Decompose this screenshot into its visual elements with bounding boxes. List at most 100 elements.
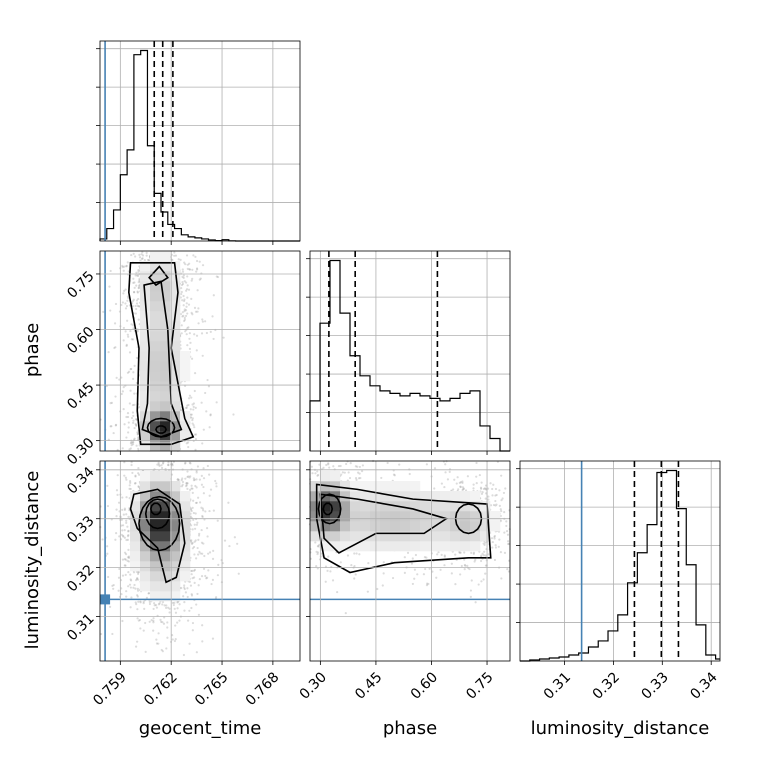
panel-geocent-time-vs-luminosity-distance-sample-point bbox=[205, 577, 208, 580]
panel-geocent-time-vs-luminosity-distance-sample-point bbox=[189, 488, 192, 491]
panel-phase-vs-luminosity-distance-sample-point bbox=[460, 564, 463, 568]
panel-phase-vs-luminosity-distance-sample-point bbox=[398, 463, 401, 466]
panel-geocent-time-vs-phase-sample-point bbox=[136, 274, 139, 277]
panel-geocent-time-vs-luminosity-distance-sample-point bbox=[215, 485, 218, 488]
panel-geocent-time-vs-phase-sample-point bbox=[180, 324, 183, 327]
panel-geocent-time-vs-luminosity-distance-density-cell bbox=[150, 471, 161, 482]
panel-geocent-time-vs-phase-sample-point bbox=[199, 277, 202, 280]
panel-geocent-time-vs-luminosity-distance-sample-point bbox=[195, 469, 198, 473]
panel-geocent-time-vs-luminosity-distance-sample-point bbox=[191, 528, 194, 531]
panel-geocent-time-vs-phase-sample-point bbox=[185, 442, 188, 445]
panel-geocent-time-vs-luminosity-distance-sample-point bbox=[138, 618, 142, 622]
panel-geocent-time-vs-luminosity-distance-sample-point bbox=[168, 611, 171, 614]
panel-phase-vs-luminosity-distance-density-cell bbox=[450, 511, 461, 522]
panel-phase-vs-luminosity-distance-sample-point bbox=[475, 482, 478, 485]
panel-geocent-time-vs-phase-sample-point bbox=[174, 254, 178, 257]
panel-geocent-time-vs-luminosity-distance-density-cell bbox=[130, 551, 141, 562]
panel-geocent-time-vs-phase-sample-point bbox=[126, 319, 129, 322]
panel-geocent-time-vs-phase-sample-point bbox=[207, 385, 211, 388]
panel-geocent-time-vs-luminosity-distance-density-cell bbox=[170, 591, 181, 602]
panel-phase-vs-luminosity-distance-density-cell bbox=[380, 501, 391, 512]
panel-geocent-time-vs-luminosity-distance-sample-point bbox=[161, 650, 164, 653]
panel-phase-vs-luminosity-distance-density-cell bbox=[420, 541, 431, 552]
panel-geocent-time-vs-phase-sample-point bbox=[114, 302, 118, 306]
panel-phase-vs-luminosity-distance-density-cell bbox=[400, 531, 411, 542]
panel-geocent-time-vs-phase-sample-point bbox=[140, 253, 143, 256]
panel-geocent-time-vs-luminosity-distance-density-cell bbox=[180, 561, 191, 572]
panel-geocent-time-vs-luminosity-distance-sample-point bbox=[116, 493, 119, 496]
panel-geocent-time-vs-phase-sample-point bbox=[193, 426, 196, 429]
panel-geocent-time-vs-luminosity-distance-sample-point bbox=[181, 477, 184, 480]
panel-phase-vs-luminosity-distance-sample-point bbox=[506, 567, 509, 571]
panel-geocent-time-vs-phase-sample-point bbox=[186, 267, 189, 271]
panel-phase-vs-luminosity-distance-sample-point bbox=[443, 485, 446, 489]
panel-geocent-time-vs-luminosity-distance-sample-point bbox=[155, 606, 159, 609]
panel-phase-vs-luminosity-distance-sample-point bbox=[327, 462, 330, 465]
panel-geocent-time-vs-luminosity-distance-sample-point bbox=[182, 595, 185, 598]
panel-geocent-time-vs-luminosity-distance-sample-point bbox=[143, 607, 146, 610]
panel-geocent-time-vs-phase-density-cell bbox=[150, 341, 161, 352]
panel-geocent-time-vs-luminosity-distance-sample-point bbox=[214, 479, 217, 483]
panel-geocent-time-vs-luminosity-distance-sample-point bbox=[191, 541, 194, 545]
panel-geocent-time-vs-luminosity-distance-sample-point bbox=[191, 506, 194, 509]
panel-geocent-time-vs-phase-sample-point bbox=[133, 286, 136, 289]
panel-geocent-time-vs-phase-sample-point bbox=[187, 441, 190, 444]
panel-geocent-time-vs-phase-sample-point bbox=[198, 278, 201, 281]
panel-geocent-time-vs-phase-sample-point bbox=[122, 339, 125, 342]
panel-geocent-time-vs-phase-sample-point bbox=[186, 312, 189, 315]
panel-phase-vs-luminosity-distance-sample-point bbox=[482, 578, 485, 581]
panel-geocent-time-vs-phase-sample-point bbox=[180, 408, 183, 411]
panel-phase-vs-luminosity-distance-sample-point bbox=[498, 504, 501, 507]
panel-geocent-time-vs-phase-sample-point bbox=[137, 436, 140, 439]
panel-phase-vs-luminosity-distance-density-cell bbox=[330, 501, 341, 512]
panel-geocent-time-vs-luminosity-distance-sample-point bbox=[135, 577, 139, 581]
panel-geocent-time-vs-phase-density-cell bbox=[180, 351, 191, 362]
panel-phase-vs-luminosity-distance-sample-point bbox=[454, 553, 457, 556]
panel-geocent-time-vs-phase-sample-point bbox=[146, 258, 150, 262]
panel-phase-vs-luminosity-distance-sample-point bbox=[315, 565, 318, 568]
panel-geocent-time-vs-luminosity-distance-density-cell bbox=[170, 511, 181, 522]
panel-geocent-time-vs-phase-density-cell bbox=[150, 441, 161, 452]
panel-phase-vs-luminosity-distance-sample-point bbox=[503, 511, 506, 514]
panel-phase-vs-luminosity-distance-sample-point bbox=[320, 552, 323, 555]
panel-geocent-time-vs-luminosity-distance-sample-point bbox=[195, 523, 198, 526]
panel-geocent-time-vs-luminosity-distance-sample-point bbox=[115, 508, 118, 511]
panel-geocent-time-vs-phase-density-cell bbox=[140, 321, 151, 332]
panel-geocent-time-vs-luminosity-distance-sample-point bbox=[136, 617, 139, 620]
panel-geocent-time-vs-phase-sample-point bbox=[121, 264, 124, 267]
panel-geocent-time-vs-luminosity-distance-sample-point bbox=[139, 601, 142, 604]
panel-geocent-time-vs-luminosity-distance-density-cell bbox=[130, 531, 141, 542]
panel-phase-vs-luminosity-distance-density-cell bbox=[410, 531, 421, 542]
panel-geocent-time-vs-luminosity-distance-sample-point bbox=[122, 513, 125, 516]
panel-phase-vs-luminosity-distance-sample-point bbox=[327, 555, 330, 558]
panel-phase-vs-luminosity-distance-density-cell bbox=[320, 531, 331, 542]
panel-geocent-time-vs-luminosity-distance-sample-point bbox=[190, 542, 194, 545]
panel-phase-vs-luminosity-distance-sample-point bbox=[391, 576, 395, 580]
panel-geocent-time-vs-phase-density-cell bbox=[160, 401, 171, 412]
panel-phase-vs-luminosity-distance-sample-point bbox=[366, 590, 369, 593]
panel-geocent-time-vs-luminosity-distance-sample-point bbox=[160, 648, 163, 652]
panel-phase-vs-luminosity-distance-sample-point bbox=[393, 474, 396, 477]
panel-geocent-time-vs-phase-sample-point bbox=[138, 279, 141, 282]
panel-geocent-time-vs-luminosity-distance-density-cell bbox=[150, 531, 161, 542]
panel-geocent-time-vs-luminosity-distance-sample-point bbox=[201, 507, 204, 510]
panel-geocent-time-vs-luminosity-distance-sample-point bbox=[174, 611, 178, 614]
panel-geocent-time-vs-luminosity-distance-density-cell bbox=[140, 471, 151, 482]
panel-geocent-time-vs-phase-sample-point bbox=[181, 281, 184, 284]
panel-geocent-time-vs-phase-sample-point bbox=[145, 251, 148, 254]
panel-phase-vs-luminosity-distance-sample-point bbox=[500, 509, 503, 513]
panel-geocent-time-vs-luminosity-distance-sample-point bbox=[154, 604, 158, 607]
panel-geocent-time-vs-phase-sample-point bbox=[173, 254, 176, 257]
panel-geocent-time-vs-luminosity-distance-sample-point bbox=[125, 513, 128, 516]
panel-geocent-time-vs-phase-density-cell bbox=[140, 341, 151, 352]
panel-geocent-time-vs-luminosity-distance-sample-point bbox=[171, 638, 174, 641]
panel-geocent-time-vs-phase-sample-point bbox=[132, 277, 135, 280]
panel-phase-vs-luminosity-distance-density-cell bbox=[440, 541, 451, 552]
panel-geocent-time-vs-luminosity-distance-sample-point bbox=[166, 626, 169, 629]
panel-geocent-time-vs-phase-sample-point bbox=[177, 258, 180, 261]
panel-phase-vs-luminosity-distance-density-cell bbox=[380, 521, 391, 532]
panel-geocent-time-vs-phase-sample-point bbox=[195, 334, 199, 337]
panel-phase-vs-luminosity-distance-sample-point bbox=[487, 553, 490, 556]
panel-phase-vs-luminosity-distance-sample-point bbox=[324, 565, 328, 568]
panel-geocent-time-vs-luminosity-distance-sample-point bbox=[190, 539, 193, 542]
